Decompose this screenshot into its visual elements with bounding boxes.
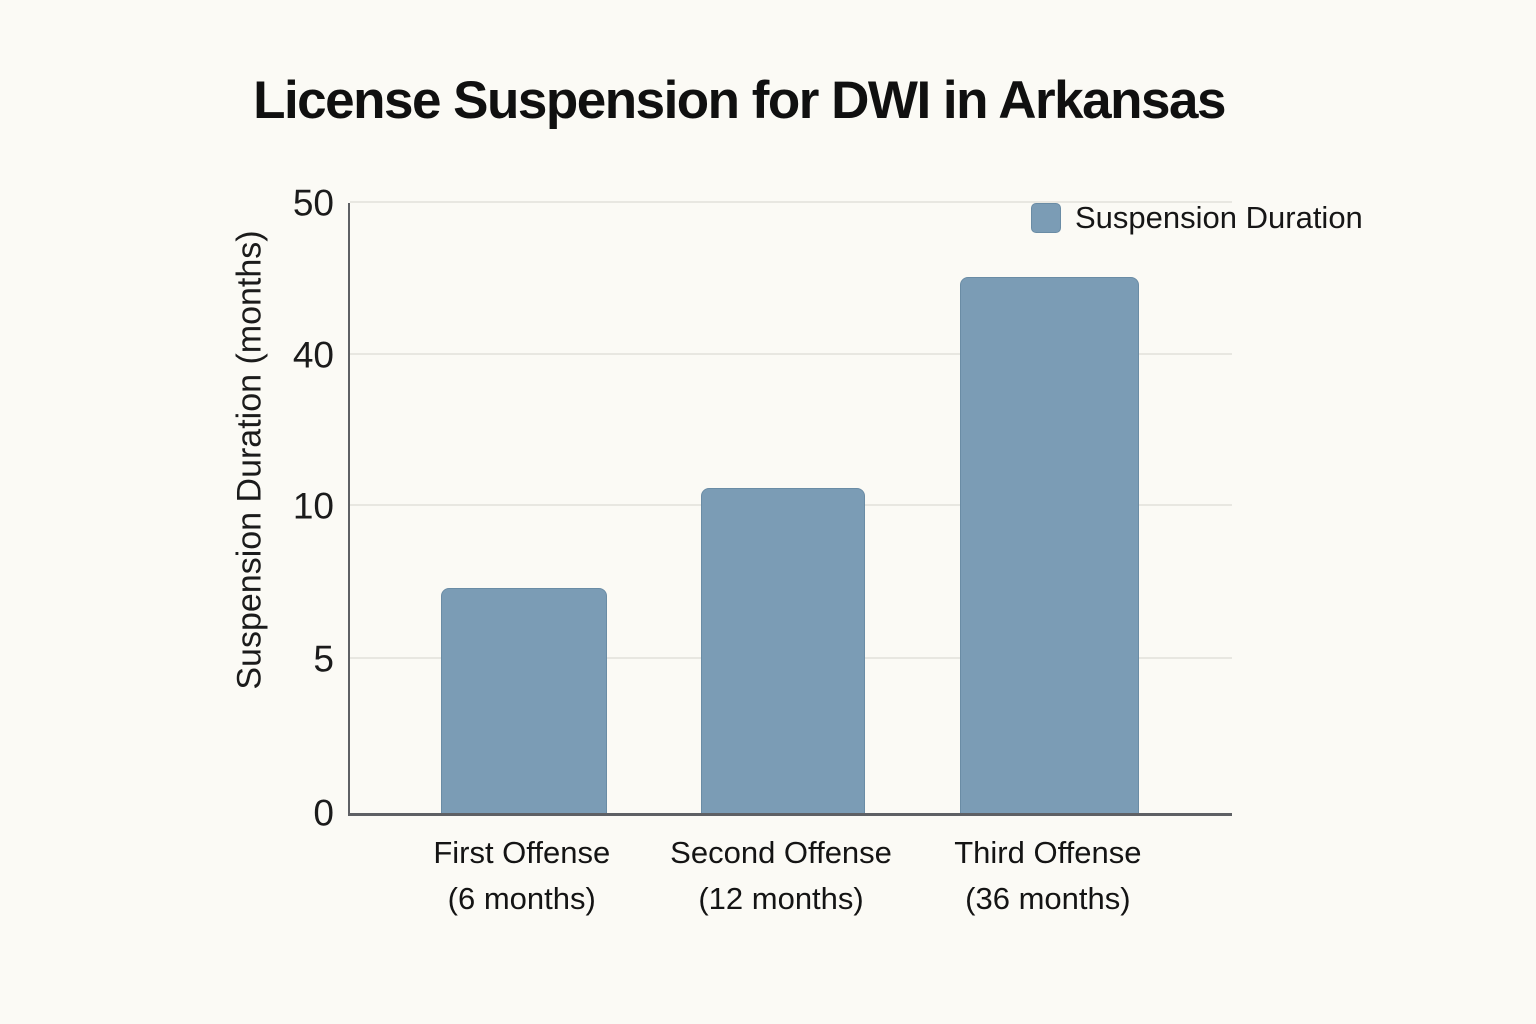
x-label-line2: (12 months) bbox=[698, 881, 864, 916]
y-axis-ticks: 0 5 10 40 50 bbox=[200, 185, 334, 832]
y-tick-50: 50 bbox=[292, 182, 334, 224]
x-label-second-offense: Second Offense (12 months) bbox=[670, 830, 892, 922]
bar-second-offense bbox=[701, 487, 866, 813]
y-tick-10: 10 bbox=[292, 485, 334, 527]
y-tick-0: 0 bbox=[313, 792, 334, 834]
x-label-line2: (36 months) bbox=[965, 881, 1131, 916]
plot-area bbox=[348, 201, 1232, 816]
legend-label: Suspension Duration bbox=[1075, 200, 1363, 235]
y-tick-5: 5 bbox=[313, 638, 334, 680]
bar-third-offense bbox=[960, 276, 1140, 813]
x-label-line1: Third Offense bbox=[954, 835, 1142, 870]
legend: Suspension Duration bbox=[1031, 200, 1363, 236]
x-label-line2: (6 months) bbox=[447, 881, 596, 916]
gridline-50 bbox=[350, 201, 1232, 203]
x-label-line1: First Offense bbox=[433, 835, 611, 870]
y-tick-40: 40 bbox=[292, 334, 334, 376]
x-axis-labels: First Offense (6 months) Second Offense … bbox=[348, 816, 1230, 936]
chart-title: License Suspension for DWI in Arkansas bbox=[253, 71, 1226, 130]
legend-swatch-icon bbox=[1031, 203, 1061, 233]
x-label-line1: Second Offense bbox=[670, 835, 892, 870]
bar-first-offense bbox=[440, 587, 607, 813]
gridline-40 bbox=[350, 352, 1232, 355]
x-label-third-offense: Third Offense (36 months) bbox=[954, 830, 1141, 922]
x-label-first-offense: First Offense (6 months) bbox=[433, 830, 610, 922]
